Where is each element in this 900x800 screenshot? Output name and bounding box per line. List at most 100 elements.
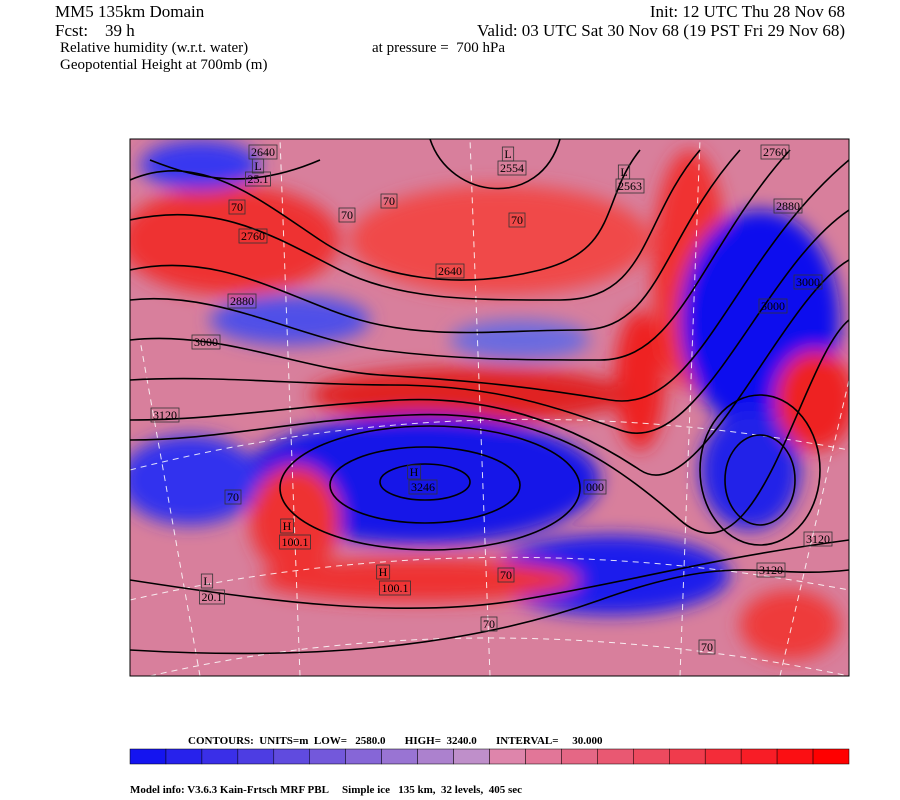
map-label: 2554 bbox=[500, 161, 524, 175]
colorbar-cell bbox=[489, 748, 526, 765]
label-box bbox=[199, 589, 225, 605]
map-label: 70 bbox=[500, 568, 512, 582]
forecast-hour: Fcst: 39 h bbox=[55, 21, 135, 40]
map-label: H bbox=[410, 465, 419, 479]
label-box bbox=[407, 464, 422, 480]
latlon-lines bbox=[130, 139, 849, 676]
field-name: Geopotential Height at 700mb (m) bbox=[60, 57, 267, 73]
label-box bbox=[615, 178, 645, 194]
map-label: 100.1 bbox=[282, 535, 309, 549]
map-label: 3120 bbox=[759, 563, 783, 577]
label-box bbox=[408, 479, 438, 495]
map-label: 70 bbox=[701, 640, 713, 654]
map-label: 20.1 bbox=[202, 590, 223, 604]
label-box bbox=[238, 228, 268, 244]
label-box bbox=[758, 298, 788, 314]
map-labels: 2640 L 25.1 L 2554 L 2563 2760 2880 70 7… bbox=[150, 144, 833, 655]
map-label: L bbox=[254, 159, 261, 173]
map-label: 2563 bbox=[618, 179, 642, 193]
colorbar-cell bbox=[417, 748, 454, 765]
label-box bbox=[228, 199, 246, 215]
label-box bbox=[191, 334, 221, 350]
label-box bbox=[245, 171, 271, 187]
map-label: 100.1 bbox=[382, 581, 409, 595]
label-box bbox=[508, 212, 526, 228]
colorbar-cell bbox=[525, 748, 562, 765]
map-label: 70 bbox=[341, 208, 353, 222]
map-label: 2880 bbox=[230, 294, 254, 308]
label-box bbox=[150, 407, 180, 423]
label-box bbox=[376, 564, 391, 580]
map-label: L bbox=[504, 147, 511, 161]
label-box bbox=[698, 639, 716, 655]
colorbar-cell bbox=[381, 748, 418, 765]
colorbar-cell bbox=[165, 748, 203, 765]
model-info: Model info: V3.6.3 Kain-Frtsch MRF PBL S… bbox=[130, 784, 522, 796]
colorbar-cell bbox=[273, 748, 310, 765]
map-label: H bbox=[379, 565, 388, 579]
colorbar-cell bbox=[812, 748, 850, 765]
colorbar-cell bbox=[453, 748, 490, 765]
colorbar-cell bbox=[740, 748, 778, 765]
label-box bbox=[435, 263, 465, 279]
colorbar-cell bbox=[776, 748, 814, 765]
colorbar-cell bbox=[597, 748, 634, 765]
map-label: 70 bbox=[511, 213, 523, 227]
colorbar-cell bbox=[561, 748, 598, 765]
label-box bbox=[760, 144, 790, 160]
map-label: 70 bbox=[231, 200, 243, 214]
map-label: H bbox=[283, 519, 292, 533]
map-label: 25.1 bbox=[248, 172, 269, 186]
map-label: 3000 bbox=[796, 275, 820, 289]
label-box bbox=[793, 274, 823, 290]
label-box bbox=[756, 562, 786, 578]
colorbar-cell bbox=[633, 748, 670, 765]
colorbar-cell bbox=[129, 748, 167, 765]
height-contours bbox=[130, 139, 849, 655]
map-label: 70 bbox=[483, 617, 495, 631]
label-box bbox=[227, 293, 257, 309]
colorbar-cell bbox=[237, 748, 275, 765]
label-box bbox=[280, 518, 295, 534]
label-box bbox=[200, 573, 214, 589]
map bbox=[130, 139, 849, 676]
map-label: L bbox=[620, 165, 627, 179]
map-label: 2760 bbox=[241, 229, 265, 243]
map-label: 000 bbox=[586, 480, 604, 494]
map-label: 2640 bbox=[438, 264, 462, 278]
map-label: 3000 bbox=[761, 299, 785, 313]
label-box bbox=[279, 534, 311, 550]
label-box bbox=[583, 479, 607, 495]
map-label: L bbox=[203, 574, 210, 588]
colorbar-cell bbox=[704, 748, 742, 765]
label-box bbox=[497, 567, 515, 583]
label-box bbox=[251, 158, 265, 174]
map-label: 3000 bbox=[194, 335, 218, 349]
colorbar-cell bbox=[201, 748, 239, 765]
label-box bbox=[773, 198, 803, 214]
domain-title: MM5 135km Domain bbox=[55, 2, 205, 21]
valid-time: Valid: 03 UTC Sat 30 Nov 68 (19 PST Fri … bbox=[477, 21, 845, 40]
colorbar-cell bbox=[669, 748, 706, 765]
map-frame bbox=[129, 138, 850, 677]
map-label: 3246 bbox=[411, 480, 435, 494]
colorbar bbox=[129, 748, 850, 765]
label-box bbox=[379, 580, 411, 596]
map-label: 3120 bbox=[153, 408, 177, 422]
pressure-level: at pressure = 700 hPa bbox=[372, 40, 505, 56]
map-label: 2640 bbox=[251, 145, 275, 159]
field-name: Relative humidity (w.r.t. water) bbox=[60, 40, 248, 56]
map-label: 2760 bbox=[763, 145, 787, 159]
map-label: 70 bbox=[227, 490, 239, 504]
init-time: Init: 12 UTC Thu 28 Nov 68 bbox=[650, 2, 845, 21]
label-box bbox=[380, 193, 398, 209]
label-box bbox=[480, 616, 498, 632]
colorbar-cell bbox=[345, 748, 382, 765]
label-box bbox=[224, 489, 242, 505]
label-box bbox=[338, 207, 356, 223]
label-box bbox=[497, 160, 527, 176]
label-box bbox=[803, 531, 833, 547]
map-label: 3120 bbox=[806, 532, 830, 546]
map-label: 70 bbox=[383, 194, 395, 208]
